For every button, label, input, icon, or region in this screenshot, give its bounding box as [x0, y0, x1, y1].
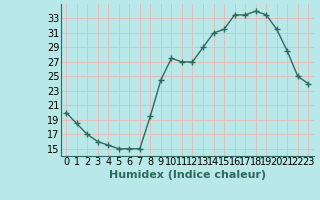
X-axis label: Humidex (Indice chaleur): Humidex (Indice chaleur) [108, 170, 266, 180]
